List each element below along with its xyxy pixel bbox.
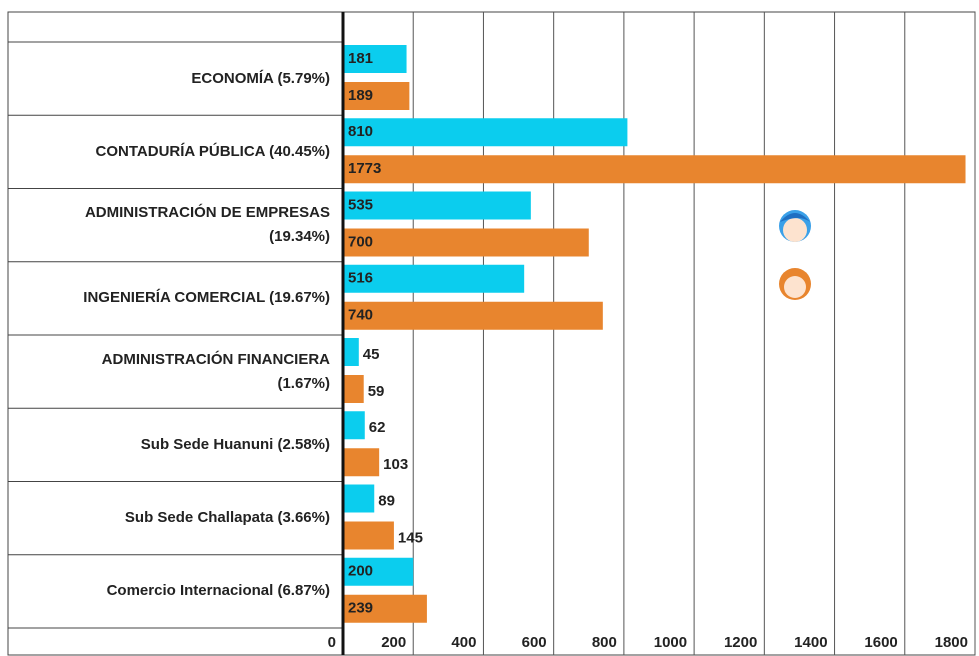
value-label: 103 <box>383 456 408 473</box>
x-tick-label: 0 <box>328 634 336 651</box>
value-label: 45 <box>363 346 380 363</box>
category-label: INGENIERÍA COMERCIAL (19.67%) <box>83 289 330 307</box>
x-tick-label: 1600 <box>864 634 897 651</box>
bar <box>343 228 589 257</box>
category-label: Comercio Internacional (6.87%) <box>106 582 330 600</box>
value-label: 516 <box>348 270 373 287</box>
value-label: 700 <box>348 233 373 250</box>
bar <box>343 338 359 366</box>
gender-icons <box>779 210 811 300</box>
bar <box>343 448 380 477</box>
category-label: Sub Sede Huanuni (2.58%) <box>140 435 330 453</box>
category-label: Sub Sede Challapata (3.66%) <box>124 509 330 527</box>
category-label: CONTADURÍA PÚBLICA (40.45%) <box>95 142 330 160</box>
male-hair <box>780 213 810 222</box>
bar <box>343 557 414 586</box>
value-label: 810 <box>348 123 373 140</box>
value-label: 239 <box>348 600 373 617</box>
category-label: ADMINISTRACIÓN FINANCIERA (1.67%) <box>101 350 330 392</box>
bar <box>343 375 364 403</box>
bar <box>343 484 375 513</box>
female-face <box>784 276 806 298</box>
x-tick-label: 1200 <box>724 634 757 651</box>
male-face <box>783 218 807 242</box>
bar <box>343 594 427 623</box>
bar <box>343 301 603 330</box>
value-label: 1773 <box>348 160 381 177</box>
value-label: 535 <box>348 196 373 213</box>
value-label: 181 <box>348 50 373 67</box>
value-label: 145 <box>398 529 423 546</box>
x-tick-label: 800 <box>592 634 617 651</box>
bar <box>343 118 628 147</box>
value-label: 59 <box>368 383 385 400</box>
bar <box>343 521 394 550</box>
x-tick-label: 200 <box>381 634 406 651</box>
category-label: ADMINISTRACIÓN DE EMPRESAS (19.34%) <box>84 204 330 246</box>
value-label: 200 <box>348 563 373 580</box>
category-label: ECONOMÍA (5.79%) <box>191 69 330 87</box>
bar <box>343 191 531 220</box>
x-tick-label: 1800 <box>935 634 968 651</box>
x-tick-label: 1000 <box>654 634 687 651</box>
x-tick-label: 1400 <box>794 634 827 651</box>
x-tick-label: 600 <box>522 634 547 651</box>
bar <box>343 82 410 110</box>
value-label: 62 <box>369 419 386 436</box>
bar <box>343 155 966 184</box>
bar <box>343 264 525 293</box>
value-label: 189 <box>348 87 373 104</box>
bar <box>343 411 365 440</box>
bar <box>343 45 407 73</box>
value-label: 740 <box>348 307 373 324</box>
x-tick-label: 400 <box>451 634 476 651</box>
value-label: 89 <box>378 492 395 509</box>
